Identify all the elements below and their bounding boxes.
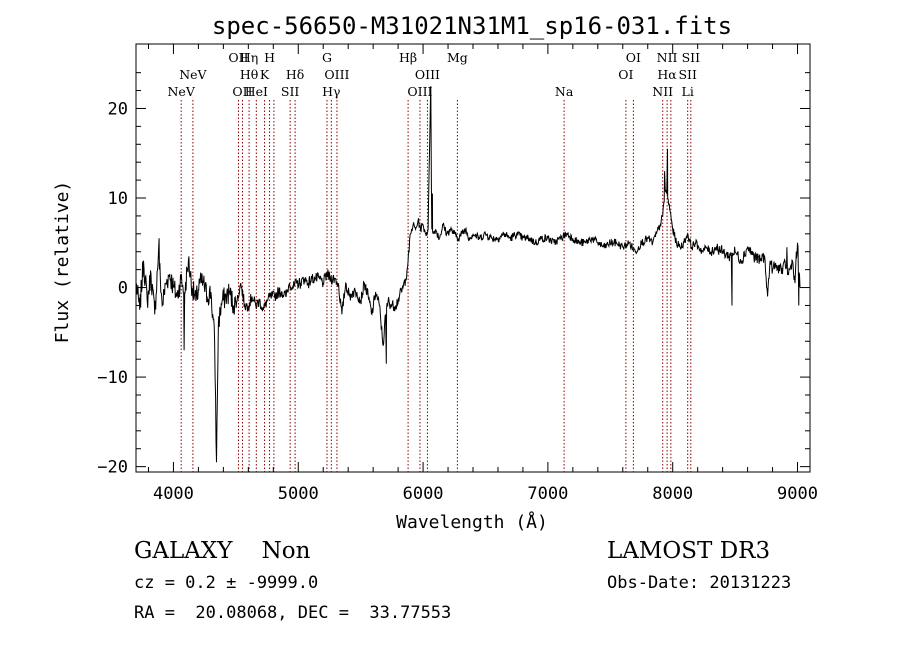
- spectrum-line: [135, 86, 801, 463]
- survey-label: LAMOST DR3: [607, 538, 771, 564]
- line-marker-label: Hα: [657, 67, 677, 82]
- y-axis-label: Flux (relative): [52, 181, 73, 344]
- line-marker-label: NeV: [167, 84, 195, 99]
- line-marker-label: Hθ: [240, 67, 258, 82]
- line-marker-label: K: [260, 67, 270, 82]
- line-marker-label: H: [264, 50, 275, 65]
- y-axis: −20 −10 0 10 20: [97, 72, 810, 478]
- line-marker-label: OII: [232, 84, 252, 99]
- line-marker-label: NII: [657, 50, 678, 65]
- coordinates-label: RA = 20.08068, DEC = 33.77553: [134, 603, 452, 623]
- y-tick-label: 20: [108, 99, 128, 119]
- x-tick-label: 7000: [527, 484, 568, 504]
- line-marker-label: OIII: [407, 84, 432, 99]
- emission-line-markers: NeVNeVOIIOIIHηHθHeIKHSIIHδGHγOIIIHβOIIIO…: [167, 50, 700, 472]
- plot-frame: [135, 43, 811, 473]
- line-marker-label: Hγ: [322, 84, 340, 99]
- line-marker-label: NII: [652, 84, 673, 99]
- line-marker-label: Hδ: [286, 67, 304, 82]
- line-marker-label: Mg: [447, 50, 468, 65]
- line-marker-label: SII: [682, 50, 701, 65]
- line-marker-label: OI: [618, 67, 633, 82]
- y-tick-label: 0: [118, 279, 128, 299]
- line-marker-label: HeI: [245, 84, 268, 99]
- line-marker-label: OIII: [324, 67, 349, 82]
- line-marker-label: G: [322, 50, 332, 65]
- line-marker-label: SII: [678, 67, 697, 82]
- y-tick-label: 10: [108, 189, 128, 209]
- line-marker-label: Hη: [240, 50, 258, 65]
- y-tick-label: −20: [97, 458, 128, 478]
- line-marker-label: OII: [228, 50, 248, 65]
- x-tick-label: 9000: [777, 484, 818, 504]
- x-axis-label: Wavelength (Å): [396, 511, 548, 533]
- chart-title: spec-56650-M31021N31M1_sp16-031.fits: [212, 12, 732, 40]
- x-axis: 4000 5000 6000 7000 8000 9000: [147, 44, 818, 504]
- line-marker-label: SII: [281, 84, 300, 99]
- line-marker-label: Na: [555, 84, 574, 99]
- line-marker-label: Li: [682, 84, 694, 99]
- object-class-label: GALAXY Non: [134, 538, 311, 564]
- x-tick-label: 8000: [652, 484, 693, 504]
- redshift-label: cz = 0.2 ± -9999.0: [134, 573, 319, 593]
- line-marker-label: Hβ: [399, 50, 417, 65]
- line-marker-label: OIII: [415, 67, 440, 82]
- x-tick-label: 6000: [403, 484, 444, 504]
- spectrum-series: [135, 86, 801, 463]
- line-marker-label: NeV: [179, 67, 207, 82]
- x-tick-label: 5000: [278, 484, 319, 504]
- obs-date-label: Obs-Date: 20131223: [607, 573, 792, 593]
- x-tick-label: 4000: [153, 484, 194, 504]
- y-tick-label: −10: [97, 368, 128, 388]
- line-marker-label: OI: [626, 50, 641, 65]
